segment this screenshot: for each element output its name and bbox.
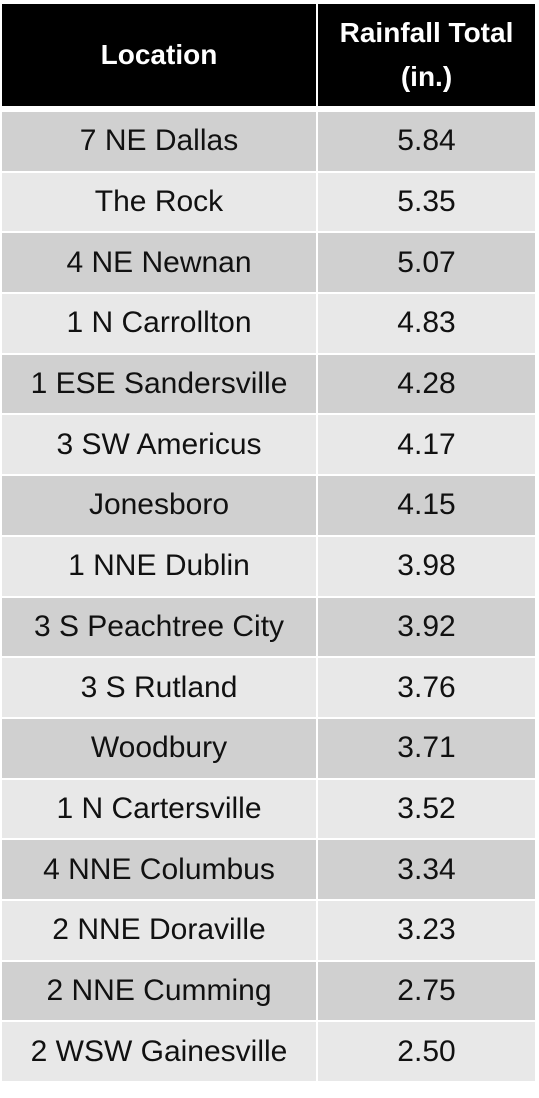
rainfall-cell: 3.76 (318, 658, 535, 717)
location-cell: 2 WSW Gainesville (2, 1022, 316, 1081)
location-cell-text: Woodbury (90, 731, 228, 765)
location-cell: 1 NNE Dublin (2, 536, 316, 596)
location-cell-text: 3 S Rutland (80, 670, 238, 704)
rainfall-cell-text: 2.50 (397, 1034, 456, 1068)
rainfall-cell: 5.07 (318, 233, 535, 293)
location-cell-text: 2 NNE Cumming (46, 973, 272, 1007)
header-cell: Rainfall Total (in.) (318, 4, 535, 106)
location-cell: The Rock (2, 172, 316, 232)
rainfall-cell: 2.50 (318, 1022, 535, 1081)
rainfall-cell: 2.75 (318, 961, 535, 1021)
location-cell-text: 4 NNE Columbus (43, 852, 275, 886)
location-cell: Jonesboro (2, 476, 316, 535)
location-cell: 2 NNE Cumming (2, 961, 316, 1021)
location-cell-text: 1 NNE Dublin (68, 549, 250, 583)
rainfall-cell: 3.98 (318, 536, 535, 596)
rainfall-cell: 4.83 (318, 294, 535, 353)
location-cell: 1 N Cartersville (2, 779, 316, 839)
rainfall-cell-text: 3.98 (397, 549, 456, 583)
location-cell-text: 1 N Carrollton (66, 306, 252, 340)
location-cell-text: 2 NNE Doraville (52, 913, 266, 947)
rainfall-cell-text: 4.28 (397, 367, 456, 401)
rainfall-cell-text: 5.35 (397, 185, 456, 219)
rainfall-cell-text: 5.84 (397, 124, 456, 158)
location-cell: 3 S Rutland (2, 658, 316, 717)
location-cell: 1 N Carrollton (2, 294, 316, 353)
rainfall-cell-text: 3.71 (397, 731, 456, 765)
rainfall-cell: 5.84 (318, 112, 535, 171)
rainfall-cell: 4.15 (318, 476, 535, 535)
location-cell-text: 1 N Cartersville (56, 791, 262, 825)
location-cell: 3 SW Americus (2, 415, 316, 475)
location-cell-text: 2 WSW Gainesville (30, 1034, 288, 1068)
rainfall-table: Location Rainfall Total (in.) 7 NE Dallas 5… (2, 4, 535, 1081)
location-cell: 4 NE Newnan (2, 233, 316, 293)
rainfall-cell-text: 3.76 (397, 670, 456, 704)
rainfall-cell: 3.23 (318, 900, 535, 960)
location-cell-text: 7 NE Dallas (79, 124, 239, 158)
rainfall-cell: 3.92 (318, 597, 535, 657)
location-cell: 4 NNE Columbus (2, 840, 316, 899)
location-cell-text: 3 SW Americus (56, 427, 262, 461)
location-cell-text: The Rock (94, 185, 224, 219)
rainfall-cell-text: 2.75 (397, 973, 456, 1007)
rainfall-cell: 3.34 (318, 840, 535, 899)
rainfall-cell-text: 4.15 (397, 488, 456, 522)
rainfall-cell: 4.28 (318, 354, 535, 414)
spacer (2, 108, 535, 110)
rainfall-cell-text: 3.23 (397, 913, 456, 947)
location-cell-text: Jonesboro (88, 488, 230, 522)
rainfall-cell-text: 3.92 (397, 609, 456, 643)
location-cell: Woodbury (2, 718, 316, 778)
location-cell: 1 ESE Sandersville (2, 354, 316, 414)
rainfall-cell: 5.35 (318, 172, 535, 232)
rainfall-cell-text: 4.17 (397, 427, 456, 461)
rainfall-cell: 3.71 (318, 718, 535, 778)
header-cell: Location (2, 4, 316, 106)
location-cell: 7 NE Dallas (2, 112, 316, 171)
rainfall-cell: 3.52 (318, 779, 535, 839)
location-cell-text: 3 S Peachtree City (33, 609, 285, 643)
rainfall-cell: 4.17 (318, 415, 535, 475)
location-cell-text: 1 ESE Sandersville (30, 367, 288, 401)
location-cell-text: 4 NE Newnan (66, 245, 252, 279)
location-cell: 2 NNE Doraville (2, 900, 316, 960)
rainfall-cell-text: 4.83 (397, 306, 456, 340)
rainfall-cell-text: 5.07 (397, 245, 456, 279)
rainfall-cell-text: 3.34 (397, 852, 456, 886)
rainfall-cell-text: 3.52 (397, 791, 456, 825)
header-cell-text: Location (100, 39, 218, 70)
header-cell-text: Rainfall Total (in.) (339, 17, 514, 92)
location-cell: 3 S Peachtree City (2, 597, 316, 657)
